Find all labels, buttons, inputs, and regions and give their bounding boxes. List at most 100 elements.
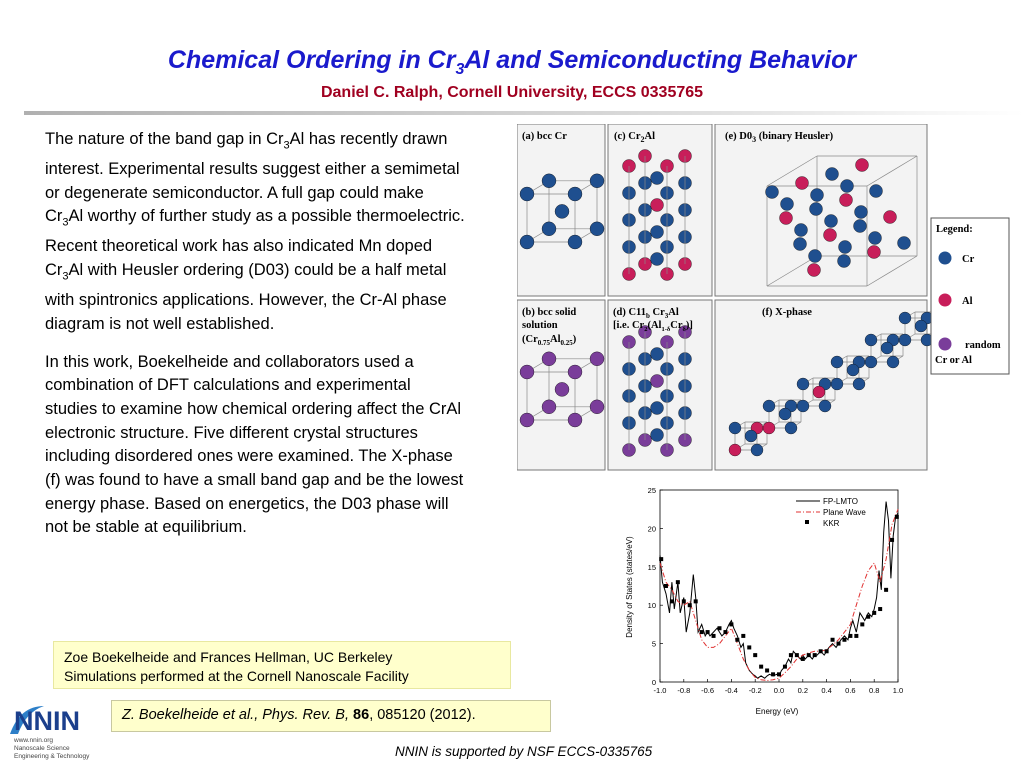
title-divider [24,111,1024,115]
chart-series [659,501,899,682]
kkr-point [866,614,871,619]
kkr-point [824,649,829,654]
atom-cr [794,223,808,237]
kkr-point [848,633,853,638]
atom-al [823,228,837,242]
legend-al-label: Al [962,296,973,307]
legend-al-swatch [938,293,952,307]
logo-line-3: Engineering & Technology [14,753,90,760]
lattice-edge [866,155,918,187]
logo-arc [10,706,44,734]
atom-al [867,245,881,259]
kkr-point [765,668,770,673]
dos-chart: -1.0 -0.8 -0.6 -0.4 -0.2 0.0 0.2 0.4 0.6 0.8 1.0 0 5… [625,486,904,716]
x-tick-label: -0.4 [725,686,738,695]
kkr-point [830,637,835,642]
atom-cr [886,355,900,369]
atom-cr [864,333,878,347]
x-tick-label: -0.8 [677,686,690,695]
atom-cr [541,221,557,237]
atom-cr [868,231,882,245]
kkr-point [771,672,776,677]
atom-cr [765,185,779,199]
credits-box: Zoe Boekelheide and Frances Hellman, UC … [53,641,511,689]
y-tick-label: 10 [648,601,656,610]
atom-cr [864,355,878,369]
panel-c-label: (c) Cr2Al [614,131,655,144]
atom-cr [796,377,810,391]
y-tick-label: 5 [652,640,656,649]
x-tick-label: -1.0 [654,686,667,695]
svg-text:(b) bcc solid: (b) bcc solid [522,307,576,318]
kkr-point [812,653,817,658]
atom-cr [589,173,605,188]
atom-al [839,193,853,207]
kkr-point [693,599,698,604]
x-tick-label: -0.6 [701,686,714,695]
kkr-point [836,641,841,646]
kkr-point [705,630,710,635]
nnin-logo: NNIN www.nnin.org Nanoscale Science Engi… [10,706,90,760]
legend-fp-lmto: FP-LMTO [823,497,858,506]
chart-axes: -1.0 -0.8 -0.6 -0.4 -0.2 0.0 0.2 0.4 0.6 0.8 1.0 0 5… [648,486,904,695]
lattice-edge [766,155,818,187]
legend-plane-wave: Plane Wave [823,508,866,517]
atom-cr [541,173,557,188]
legend-kkr: KKR [823,519,840,528]
atom-cr [780,197,794,211]
atom-cr [837,254,851,268]
atom-cr [898,333,912,347]
kkr-point [806,653,811,658]
atom-cr [830,377,844,391]
atom-al [728,443,742,457]
kkr-point [842,637,847,642]
atom-random [650,374,664,388]
kkr-point [687,603,692,608]
atom-cr [589,221,605,237]
atom-al [812,385,826,399]
atom-cr [750,443,764,457]
kkr-point [663,584,668,588]
kkr-point [717,626,722,631]
atom-cr [808,249,822,263]
kkr-point [860,622,865,627]
logo-line-2: Nanoscale Science [14,745,70,752]
panel-f-label: (f) X-phase [762,307,812,318]
y-tick-label: 25 [648,486,656,495]
fp-lmto-line [659,501,899,679]
atom-al [779,211,793,225]
kkr-point [890,537,895,542]
atom-cr [810,188,824,202]
y-tick-label: 0 [652,678,656,687]
kkr-point [753,653,758,658]
lattice-edge [866,255,918,287]
atom-cr [519,186,535,202]
kkr-point [681,599,686,604]
panel-e-label: (e) D03 (binary Heusler) [725,131,834,144]
logo-line-1: www.nnin.org [13,737,53,744]
kkr-point [884,587,889,592]
legend-cr-label: Cr [962,254,975,265]
svg-text:(Cr0.75Al0.25): (Cr0.75Al0.25) [522,334,577,347]
atom-random [519,364,535,380]
structure-panels [517,124,938,471]
atom-al [883,210,897,224]
chart-x-axis-label: Energy (eV) [756,707,799,716]
atom-al [795,176,809,190]
atom-cr [846,363,860,377]
kkr-point [759,664,764,669]
y-tick-label: 20 [648,524,656,533]
atom-cr [825,167,839,181]
kkr-point [747,645,752,650]
atom-cr [880,341,894,355]
atom-cr [840,179,854,193]
panel-a-label: (a) bcc Cr [522,131,567,142]
legend-random-label-2: Cr or Al [935,355,972,366]
atom-cr [519,234,535,250]
kkr-point [894,514,899,519]
atom-cr [898,311,912,325]
kkr-point [818,649,823,654]
kkr-point [878,607,883,612]
atom-cr [744,429,758,443]
kkr-point [788,653,793,658]
